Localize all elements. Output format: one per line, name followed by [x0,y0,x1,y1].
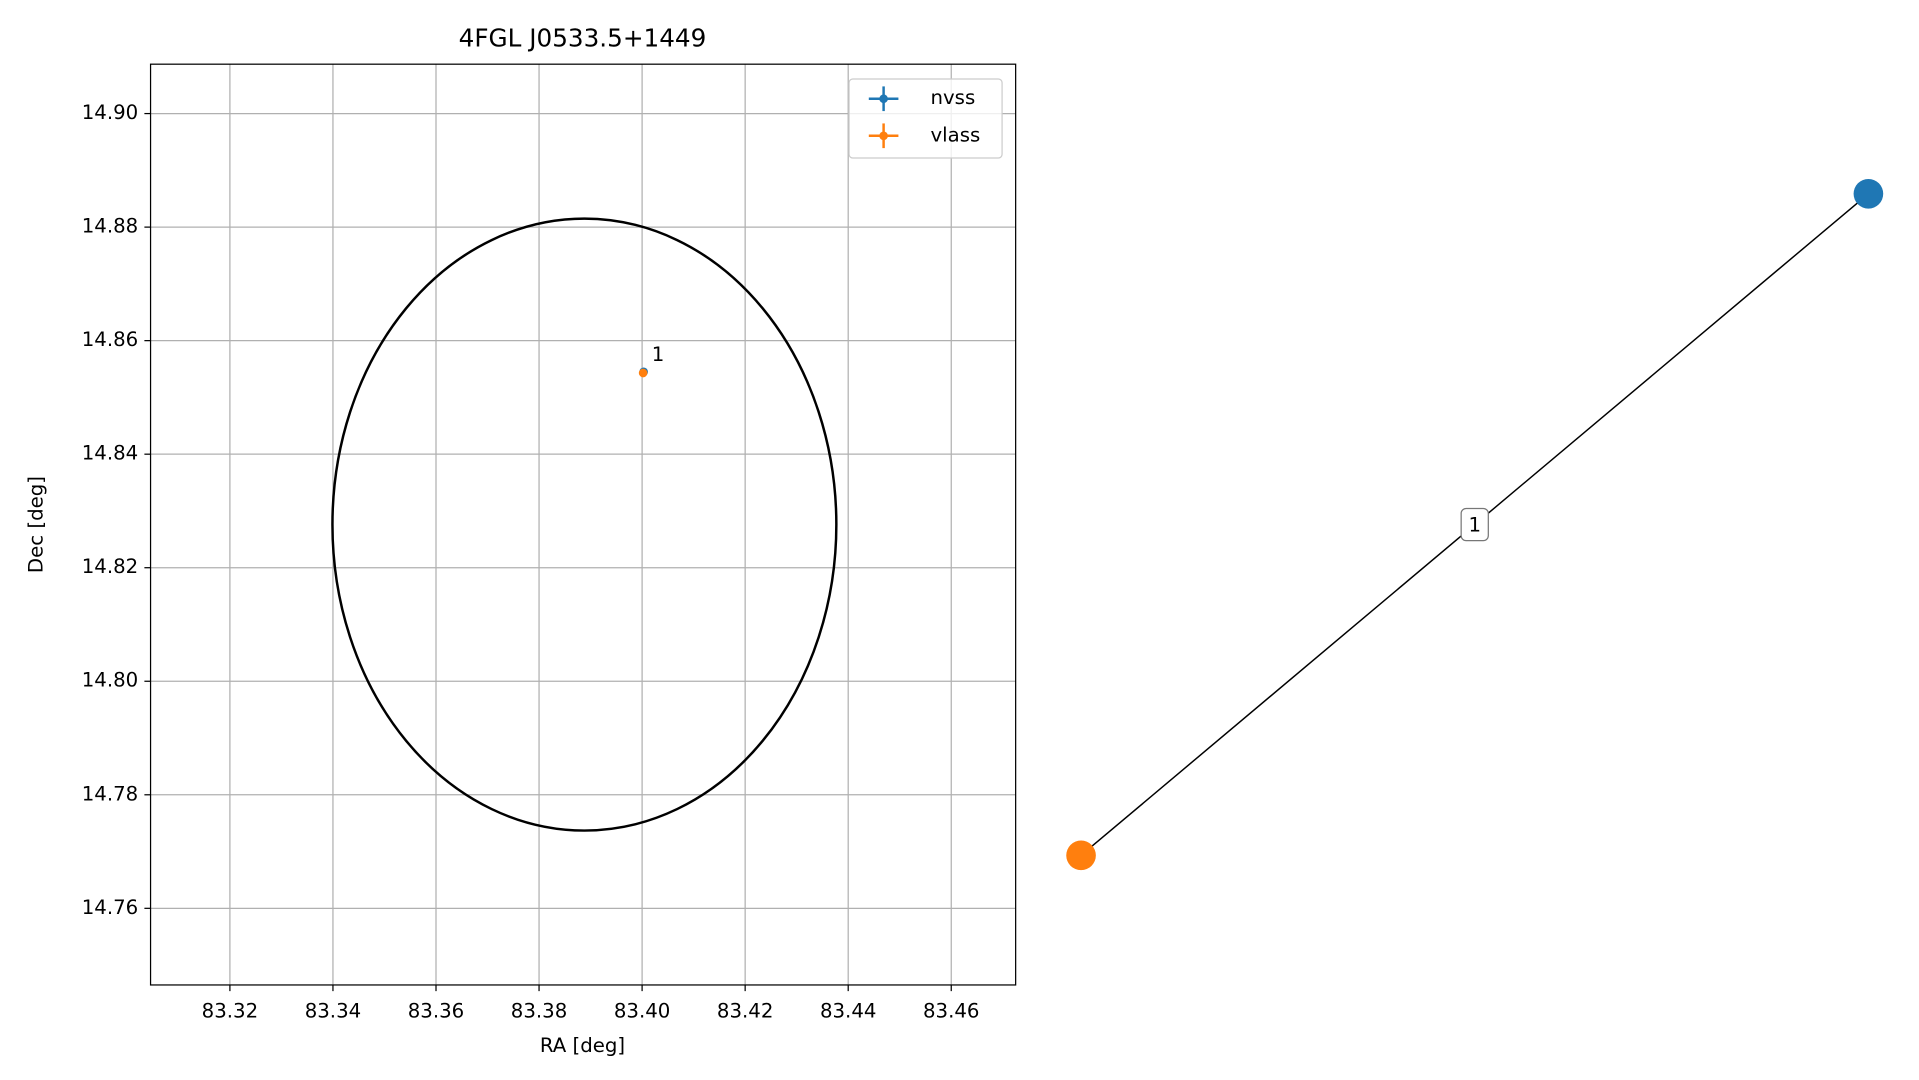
x-tick-label: 83.46 [923,1000,979,1023]
point [638,368,648,378]
plot-frame [149,63,1017,986]
x-tick-label: 83.40 [614,1000,670,1023]
y-tick-label: 14.88 [82,215,138,238]
legend-swatch [879,94,888,104]
x-axis-label: RA [deg] [540,1034,625,1057]
x-tick-label: 83.36 [408,1000,464,1023]
error-ellipse [331,217,838,832]
x-tick-label: 83.44 [820,1000,876,1023]
annotation: 1 [652,343,665,366]
legend-swatch [879,131,888,141]
y-tick-label: 14.78 [82,782,138,805]
y-axis-label: Dec [deg] [25,476,48,573]
node [1066,840,1096,871]
edge-label-box [1460,507,1489,542]
x-tick-label: 83.32 [202,1000,258,1023]
legend-label: nvss [930,86,975,109]
node [1853,178,1884,209]
y-tick-label: 14.90 [82,101,138,124]
x-tick-label: 83.42 [717,1000,773,1023]
y-tick-label: 14.82 [82,555,138,578]
y-tick-label: 14.80 [82,669,138,692]
chart-title: 4FGL J0533.5+1449 [459,23,707,52]
edge-label: 1 [1468,513,1481,536]
x-tick-label: 83.34 [305,1000,361,1023]
y-tick-label: 14.84 [82,442,138,465]
legend-label: vlass [930,123,980,146]
y-tick-label: 14.86 [82,328,138,351]
x-tick-label: 83.38 [511,1000,567,1023]
y-tick-label: 14.76 [82,896,138,919]
